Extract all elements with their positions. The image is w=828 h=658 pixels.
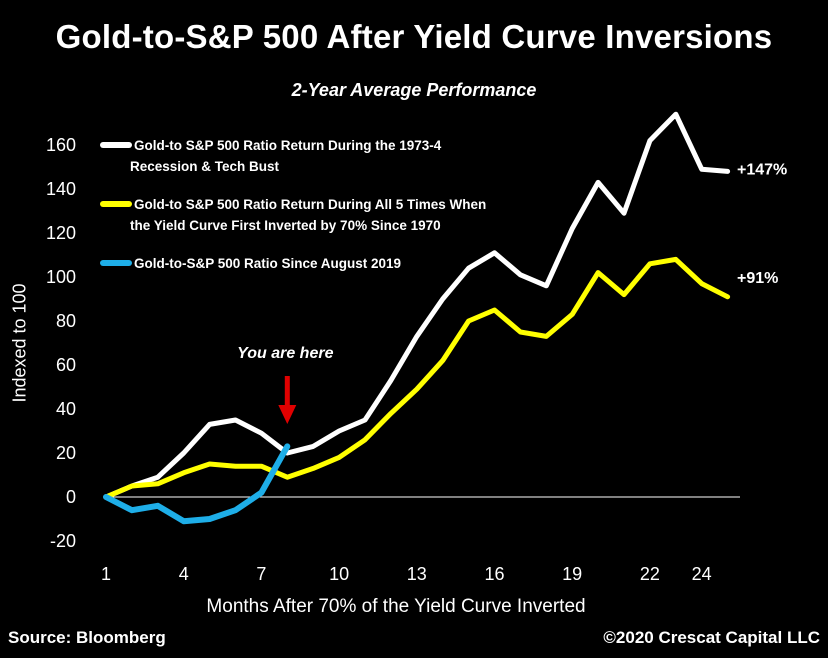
legend-label: the Yield Curve First Inverted by 70% Si… <box>130 218 441 233</box>
x-tick-label: 4 <box>179 564 189 584</box>
series-line-2 <box>103 256 731 500</box>
y-tick-label: 140 <box>46 179 76 199</box>
copyright-note: ©2020 Crescat Capital LLC <box>603 628 820 647</box>
x-tick-label: 1 <box>101 564 111 584</box>
y-tick-label: 0 <box>66 487 76 507</box>
annotation-arrow-head <box>278 405 297 424</box>
chart-subtitle: 2-Year Average Performance <box>291 80 537 100</box>
y-tick-label: 100 <box>46 267 76 287</box>
series-line-3 <box>103 443 291 525</box>
x-tick-label: 22 <box>640 564 660 584</box>
y-tick-label: 60 <box>56 355 76 375</box>
x-tick-label: 16 <box>484 564 504 584</box>
x-tick-label: 7 <box>256 564 266 584</box>
x-tick-label: 13 <box>407 564 427 584</box>
x-tick-label: 24 <box>692 564 712 584</box>
y-axis-label: Indexed to 100 <box>9 283 30 403</box>
x-axis-label-wrap: Months After 70% of the Yield Curve Inve… <box>0 596 828 618</box>
x-tick-label: 19 <box>562 564 582 584</box>
y-tick-label: 20 <box>56 443 76 463</box>
legend-label: Gold-to-S&P 500 Ratio Since August 2019 <box>134 256 401 271</box>
legend-label: Gold-to S&P 500 Ratio Return During the … <box>134 138 442 153</box>
y-tick-label: 40 <box>56 399 76 419</box>
end-value-label: +91% <box>737 270 778 287</box>
x-tick-label: 10 <box>329 564 349 584</box>
legend-label: Recession & Tech Bust <box>130 159 280 174</box>
source-note: Source: Bloomberg <box>8 628 166 647</box>
chart-title: Gold-to-S&P 500 After Yield Curve Invers… <box>55 18 773 55</box>
legend-label: Gold-to S&P 500 Ratio Return During All … <box>134 197 486 212</box>
x-axis-label: Months After 70% of the Yield Curve Inve… <box>206 596 586 617</box>
end-value-label: +147% <box>737 161 787 178</box>
y-tick-label: 80 <box>56 311 76 331</box>
y-tick-label: 160 <box>46 135 76 155</box>
y-tick-label: -20 <box>50 531 76 551</box>
series-line-1 <box>103 111 731 500</box>
annotation-label: You are here <box>237 345 333 362</box>
y-tick-label: 120 <box>46 223 76 243</box>
